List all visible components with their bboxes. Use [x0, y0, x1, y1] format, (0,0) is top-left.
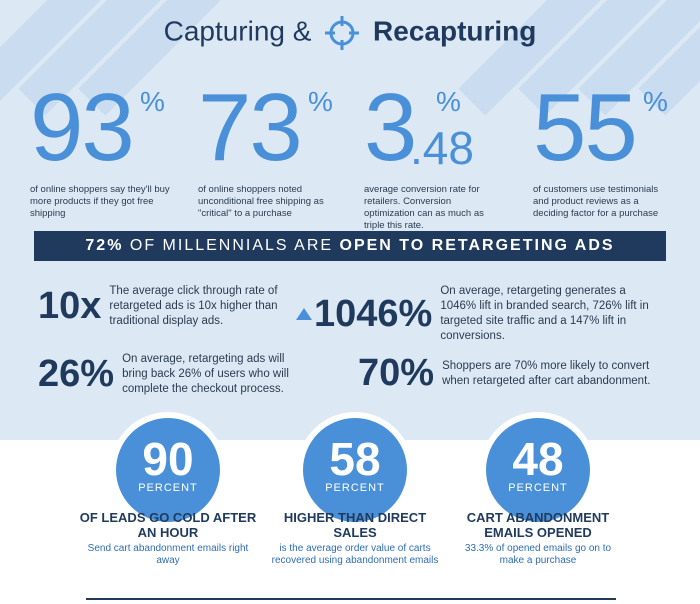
banner-suffix: OPEN TO RETARGETING ADS [339, 237, 615, 254]
fact-26: 26% On average, retargeting ads will bri… [38, 352, 298, 397]
circle-48: 48 PERCENT [486, 418, 590, 522]
stat-unit: % [308, 86, 333, 117]
stat-unit: % [643, 86, 668, 117]
stat-value: 73 [198, 74, 303, 181]
banner-middle: OF MILLENNIALS ARE [129, 237, 334, 254]
page-title: Capturing & Recapturing [0, 14, 700, 52]
circle-value: 58 [329, 433, 381, 485]
fact-1046: 1046% On average, retargeting generates … [296, 284, 676, 344]
stat-value: 3 [364, 74, 417, 181]
circle-sub: is the average order value of carts reco… [271, 543, 439, 566]
fact-text: The average click through rate of retarg… [109, 285, 278, 327]
title-part1: Capturing [163, 15, 285, 47]
stat-desc: average conversion rate for retailers. C… [364, 184, 484, 231]
stat-desc: of online shoppers say they'll buy more … [30, 184, 170, 219]
circle-caption: CART ABANDONMENT EMAILS OPENED [466, 510, 610, 540]
circle-sub: Send cart abandonment emails right away [87, 543, 249, 566]
stat-55: 55 % of customers use testimonials and p… [533, 80, 668, 220]
fact-text: On average, retargeting generates a 1046… [440, 285, 649, 342]
stat-unit: % [436, 86, 461, 117]
stat-93: 93 % of online shoppers say they'll buy … [30, 80, 170, 220]
stat-desc: of customers use testimonials and produc… [533, 184, 659, 219]
triangle-up-icon [296, 308, 312, 320]
crosshair-icon [325, 16, 360, 50]
circle-caption: OF LEADS GO COLD AFTER AN HOUR [79, 510, 257, 540]
title-part2: Recapturing [373, 15, 537, 47]
stat-value: 93 [30, 74, 135, 181]
stat-73: 73 % of online shoppers noted unconditio… [198, 80, 333, 220]
circle-58: 58 PERCENT [303, 418, 407, 522]
millennials-banner: 72% OF MILLENNIALS ARE OPEN TO RETARGETI… [34, 231, 666, 261]
bottom-divider [86, 598, 616, 600]
fact-10x: 10x The average click through rate of re… [38, 284, 298, 329]
stat-desc: of online shoppers noted unconditional f… [198, 184, 324, 219]
fact-value: 1046% [314, 292, 433, 335]
circle-value: 48 [512, 433, 564, 485]
title-amp: & [292, 15, 312, 47]
circle-caption: HIGHER THAN DIRECT SALES [283, 510, 427, 540]
top-background [0, 0, 700, 440]
fact-70: 70% Shoppers are 70% more likely to conv… [358, 352, 678, 395]
stat-3-48: 3 % .48 average conversion rate for reta… [364, 80, 484, 232]
circle-value: 90 [142, 433, 194, 485]
stat-unit: % [140, 86, 165, 117]
banner-prefix: 72% [85, 237, 124, 254]
fact-text: On average, retargeting ads will bring b… [122, 353, 289, 395]
fact-value: 10x [38, 285, 102, 327]
circle-label: PERCENT [138, 482, 198, 494]
stat-decimal: .48 [410, 122, 474, 174]
fact-value: 70% [358, 352, 435, 394]
circle-label: PERCENT [325, 482, 385, 494]
stat-value: 55 [533, 74, 638, 181]
circle-sub: 33.3% of opened emails go on to make a p… [464, 543, 612, 566]
fact-text: Shoppers are 70% more likely to convert … [442, 359, 651, 387]
circle-label: PERCENT [508, 482, 568, 494]
fact-value: 26% [38, 353, 115, 395]
circle-90: 90 PERCENT [116, 418, 220, 522]
